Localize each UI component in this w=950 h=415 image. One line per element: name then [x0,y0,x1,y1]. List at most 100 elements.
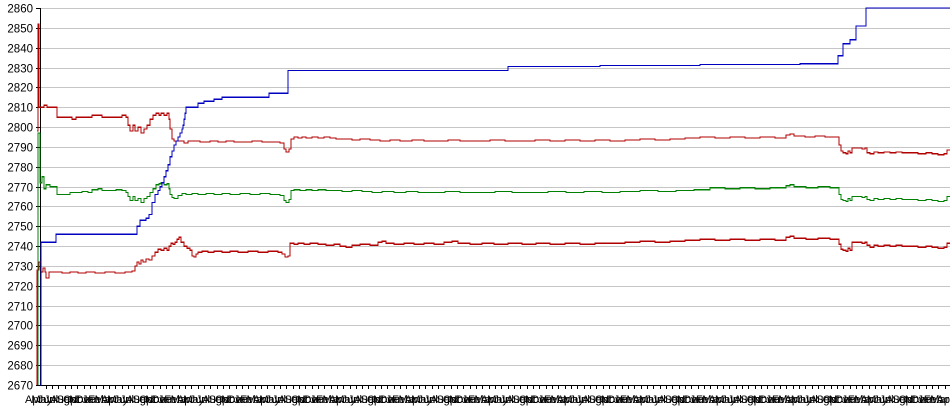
y-tick-label: 2800 [7,123,33,135]
x-tick-label: Apr [937,394,950,406]
x-tick-label: May [563,394,584,406]
x-tick-label: Feb [544,394,563,406]
x-tick-label: Feb [392,394,411,406]
x-tick-label: Oct [139,394,156,406]
x-tick-label: Dec [455,394,475,406]
x-tick-label: Sep [740,394,760,406]
y-tick-label: 2680 [7,361,33,373]
x-tick-label: Nov [753,394,773,406]
series-line-mid-green [37,132,950,385]
y-tick-label: 2710 [7,302,33,314]
y-tick-label: 2700 [7,321,33,333]
x-tick-label: Nov [297,394,317,406]
x-tick-label: Feb [316,394,335,406]
x-tick-label: Jun [873,394,891,406]
x-tick-label: Apr [557,394,574,406]
x-tick-label: Jul [44,394,58,406]
x-tick-label: Aug [354,394,374,406]
x-tick-label: Jun [342,394,360,406]
x-tick-label: Jun [114,394,132,406]
x-tick-label: Mar [626,394,645,406]
x-tick-label: Jan [766,394,784,406]
x-tick-label: Jan [310,394,328,406]
y-tick-label: 2810 [7,103,33,115]
x-tick-label: Aug [506,394,526,406]
y-tick-label: 2830 [7,64,33,76]
x-tick-label: May [487,394,508,406]
x-tick-label: Apr [633,394,650,406]
x-tick-label: Sep [664,394,684,406]
x-tick-label: Oct [747,394,764,406]
x-tick-label: Mar [778,394,797,406]
y-tick-label: 2770 [7,183,33,195]
x-tick-label: Apr [101,394,118,406]
x-tick-label: Jan [462,394,480,406]
x-tick-label: Nov [145,394,165,406]
x-tick-label: Oct [519,394,536,406]
x-tick-label: Jun [721,394,739,406]
x-tick-label: Feb [772,394,791,406]
x-tick-label: Jun [645,394,663,406]
series-line-blue [40,7,950,386]
x-tick-label: Sep [436,394,456,406]
x-tick-label: Aug [810,394,830,406]
x-tick-label: Oct [291,394,308,406]
x-tick-label: Dec [835,394,855,406]
x-tick-label: Mar [398,394,417,406]
x-tick-label: Jul [424,394,438,406]
x-tick-label: Dec [911,394,931,406]
x-tick-label: Apr [861,394,878,406]
y-tick-label: 2840 [7,44,33,56]
x-tick-label: Nov [449,394,469,406]
series-line-lower-red [36,235,950,385]
y-tick-label: 2820 [7,83,33,95]
x-tick-label: Sep [360,394,380,406]
x-tick-label: May [335,394,356,406]
x-tick-label: Jul [652,394,666,406]
x-tick-label: Jan [386,394,404,406]
x-tick-label: Apr [481,394,498,406]
x-tick-label: Aug [582,394,602,406]
x-tick-label: Sep [285,394,305,406]
x-tick-label: Mar [474,394,493,406]
x-tick-label: Dec [228,394,248,406]
y-tick-label: 2730 [7,262,33,274]
x-tick-label: Aug [430,394,450,406]
y-tick-label: 2760 [7,202,33,214]
x-tick-label: Jun [266,394,284,406]
x-tick-label: Nov [601,394,621,406]
x-tick-label: Feb [88,394,107,406]
x-tick-label: Aug [886,394,906,406]
x-tick-label: Jul [348,394,362,406]
x-tick-label: Jan [918,394,936,406]
y-tick-label: 2740 [7,242,33,254]
x-tick-label: Nov [69,394,89,406]
x-tick-label: Jan [158,394,176,406]
x-tick-label: Oct [899,394,916,406]
x-tick-label: Feb [164,394,183,406]
x-tick-label: Feb [924,394,943,406]
x-tick-label: Jul [500,394,514,406]
x-tick-label: Aug [202,394,222,406]
x-tick-label: Sep [209,394,229,406]
x-tick-label: Jul [728,394,742,406]
x-tick-label: Sep [816,394,836,406]
y-tick-label: 2780 [7,163,33,175]
x-tick-label: Jun [569,394,587,406]
x-tick-label: Oct [367,394,384,406]
x-tick-label: Dec [531,394,551,406]
x-tick-label: Feb [468,394,487,406]
x-tick-label: Nov [525,394,545,406]
x-tick-label: Jul [196,394,210,406]
x-tick-label: May [715,394,736,406]
y-tick-label: 2850 [7,24,33,36]
x-tick-label: May [183,394,204,406]
x-tick-label: Feb [620,394,639,406]
x-tick-label: Apr [25,394,42,406]
x-tick-label: Sep [588,394,608,406]
x-tick-label: Jan [538,394,556,406]
x-tick-label: Mar [930,394,949,406]
x-tick-label: May [639,394,660,406]
